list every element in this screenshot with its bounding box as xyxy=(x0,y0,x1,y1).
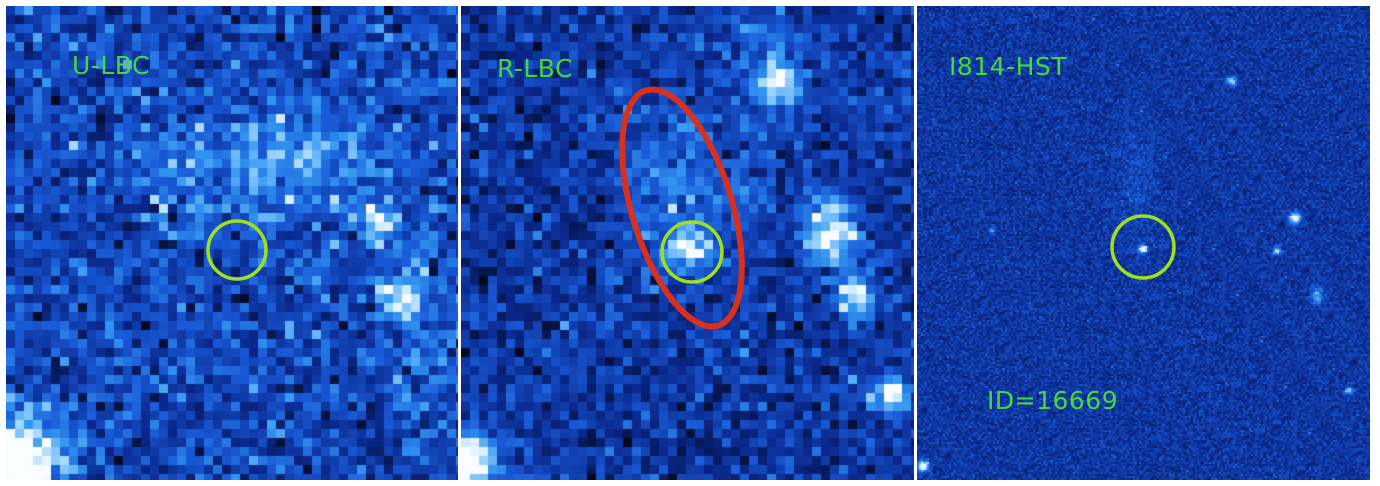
panel-r-lbc: R-LBC xyxy=(461,6,914,480)
band-label-i814-hst: I814-HST xyxy=(949,52,1068,81)
r-lbc-overlay xyxy=(619,86,745,330)
band-label-r-lbc: R-LBC xyxy=(497,54,573,83)
u-lbc-image xyxy=(6,6,458,480)
source-marker-circle xyxy=(206,219,268,281)
source-id-label: ID=16669 xyxy=(987,386,1119,415)
source-marker-circle xyxy=(660,220,724,284)
panel-u-lbc: U-LBC xyxy=(6,6,458,480)
host-ellipse xyxy=(619,86,745,330)
r-lbc-image xyxy=(461,6,914,480)
i814-hst-image xyxy=(917,6,1370,480)
source-marker-circle xyxy=(1110,214,1176,280)
image-panel-strip: U-LBC R-LBC I814-HST ID=16669 xyxy=(6,6,1370,480)
i814-hst-overlay xyxy=(1110,214,1176,280)
u-lbc-overlay xyxy=(206,219,268,281)
band-label-u-lbc: U-LBC xyxy=(72,51,150,80)
panel-i814-hst: I814-HST ID=16669 xyxy=(917,6,1370,480)
